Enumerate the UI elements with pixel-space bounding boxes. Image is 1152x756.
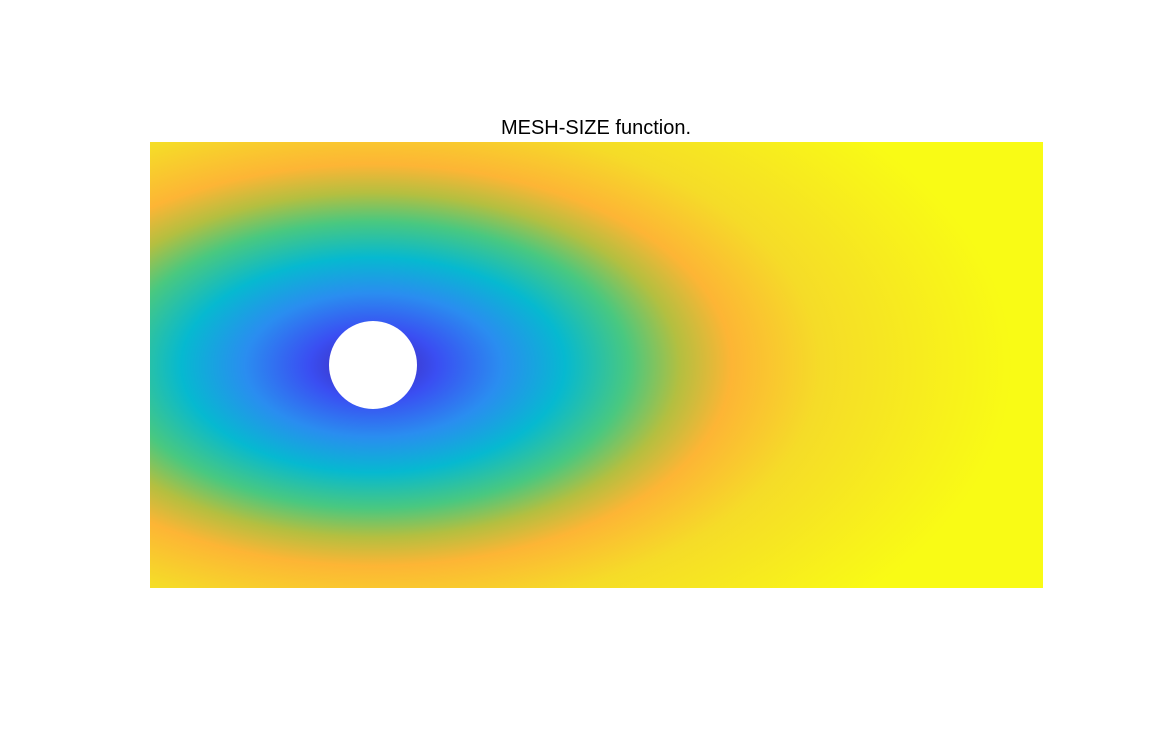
mesh-size-field — [150, 142, 1043, 588]
chart-title: MESH-SIZE function. — [501, 117, 691, 139]
plot-area — [150, 142, 1043, 588]
circular-hole — [329, 321, 417, 409]
